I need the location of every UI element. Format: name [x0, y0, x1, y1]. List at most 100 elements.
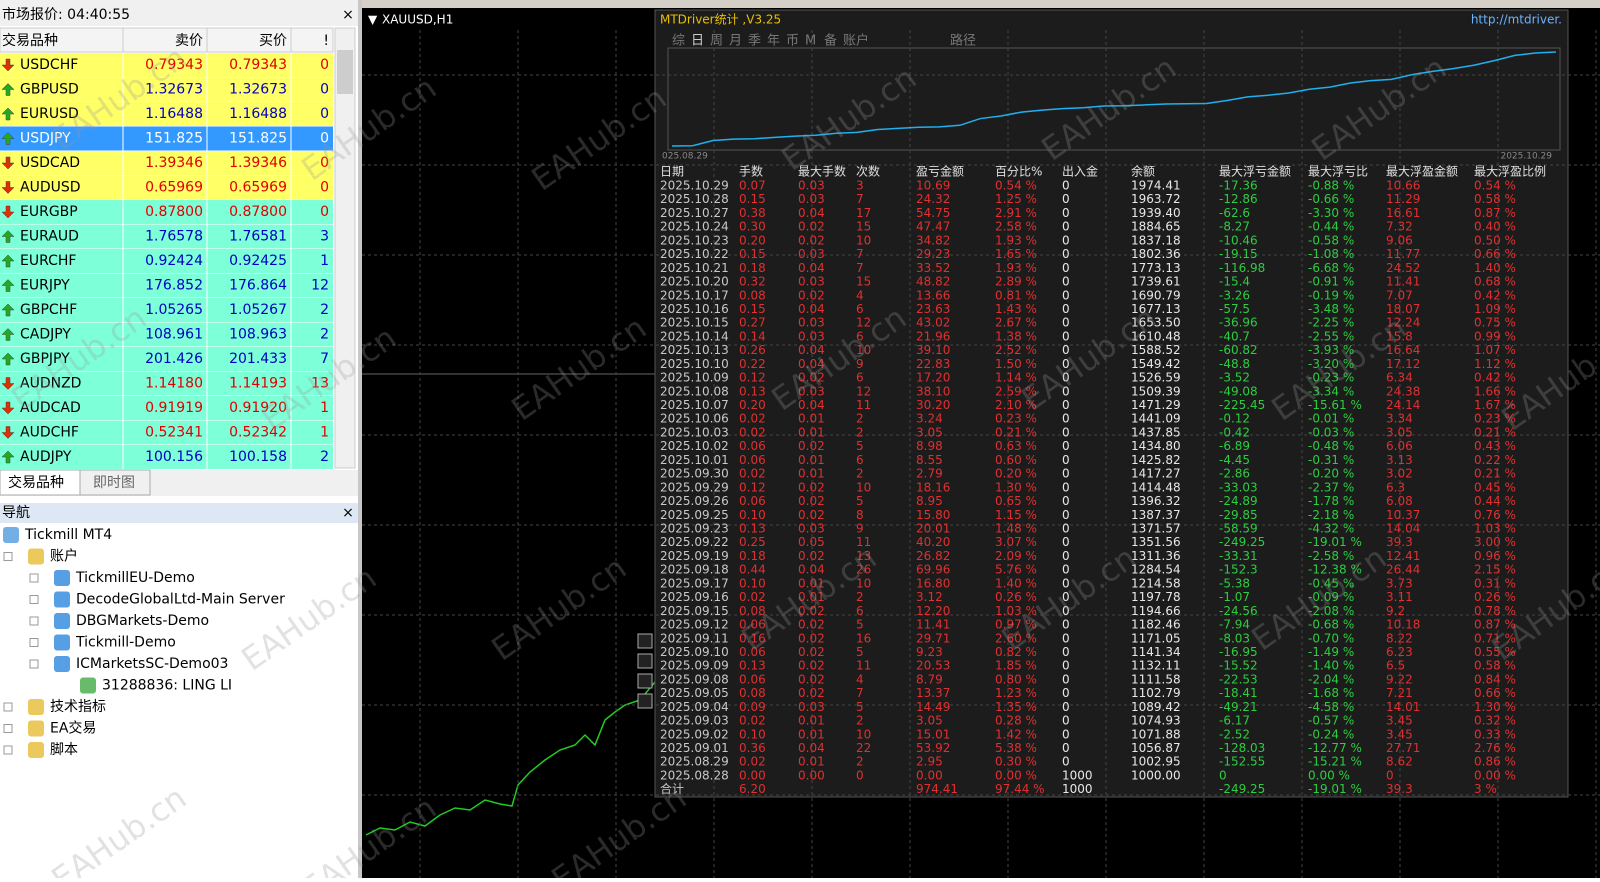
path-tab[interactable]: 路径	[950, 33, 976, 49]
expander[interactable]	[3, 724, 13, 733]
quote-row[interactable]	[0, 273, 333, 298]
quote-row[interactable]	[0, 151, 333, 175]
table-cell: 0.14	[739, 329, 766, 343]
spread: 7	[320, 351, 329, 367]
expander[interactable]	[29, 595, 39, 604]
quote-row[interactable]	[0, 53, 333, 77]
quote-row[interactable]	[0, 175, 333, 200]
table-cell: -225.45	[1219, 398, 1265, 412]
quote-row[interactable]	[0, 224, 333, 249]
table-cell: 0	[1062, 604, 1070, 618]
quote-row[interactable]	[0, 420, 333, 445]
table-cell: 1549.42	[1131, 357, 1181, 371]
panel-tab[interactable]: 综	[672, 34, 685, 49]
table-cell: 0.25	[739, 535, 766, 549]
tree-item[interactable]: EA交易	[50, 720, 96, 737]
quote-row[interactable]	[0, 102, 333, 126]
panel-icon[interactable]	[637, 673, 653, 689]
panel-tab[interactable]: 日	[691, 34, 704, 49]
quote-row[interactable]	[0, 126, 333, 151]
panel-tab[interactable]: 币	[786, 34, 799, 49]
quote-row[interactable]	[0, 347, 333, 371]
quote-row[interactable]	[0, 200, 333, 224]
tree-item[interactable]: Tickmill MT4	[24, 527, 112, 543]
column-header[interactable]: 卖价	[175, 33, 203, 49]
tab-label[interactable]: 即时图	[93, 475, 135, 491]
quote-row[interactable]	[0, 322, 333, 347]
panel-url[interactable]: http://mtdriver.	[1471, 13, 1562, 27]
table-cell: 1.14 %	[995, 371, 1037, 385]
table-cell: -1.68 %	[1308, 686, 1354, 700]
panel-tab[interactable]: 年	[767, 34, 780, 49]
table-cell: 6	[856, 604, 864, 618]
table-cell: 11.41	[916, 618, 950, 632]
panel-tab[interactable]: 周	[710, 34, 723, 49]
tree-item[interactable]: TickmillEU-Demo	[75, 570, 195, 586]
tree-item[interactable]: ICMarketsSC-Demo03	[76, 656, 228, 672]
expander[interactable]	[29, 659, 39, 669]
expander[interactable]	[29, 638, 39, 647]
table-cell: 0.04	[798, 357, 825, 371]
tree-icon	[28, 699, 44, 715]
expander[interactable]	[29, 616, 39, 626]
expander[interactable]	[29, 573, 39, 583]
panel-tab[interactable]: 账户	[843, 33, 869, 49]
table-cell: -0.19 %	[1308, 288, 1354, 302]
column-header[interactable]: !	[323, 33, 329, 49]
column-header[interactable]: 交易品种	[2, 32, 58, 49]
table-cell: -152.3	[1219, 563, 1258, 577]
scroll-thumb[interactable]	[337, 50, 353, 94]
column-header[interactable]: 买价	[259, 33, 287, 49]
tab-label[interactable]: 交易品种	[8, 474, 64, 491]
table-cell: 17	[856, 206, 871, 220]
tree-item[interactable]: 技术指标	[50, 699, 106, 715]
expander[interactable]	[3, 745, 13, 755]
tab[interactable]	[79, 469, 151, 496]
table-cell: 0.06	[739, 439, 766, 453]
table-cell: 0	[1062, 645, 1070, 659]
tree-item[interactable]: DBGMarkets-Demo	[76, 613, 209, 629]
panel-tab[interactable]: M	[805, 34, 816, 49]
tree-item[interactable]: Tickmill-Demo	[75, 635, 176, 651]
quote-row[interactable]	[0, 298, 333, 322]
panel-tab[interactable]: 季	[748, 34, 761, 49]
scrollbar[interactable]	[334, 27, 356, 469]
quote-row[interactable]	[0, 249, 333, 273]
table-cell: 20.53	[916, 659, 950, 673]
table-cell: 1.03 %	[995, 604, 1037, 618]
table-cell: 23.63	[916, 302, 950, 316]
quote-row[interactable]	[0, 371, 333, 396]
table-cell: 48.82	[916, 275, 950, 289]
table-cell: -0.12	[1219, 412, 1250, 426]
table-cell: 2025.08.28	[660, 768, 729, 782]
table-cell: 0.22 %	[1474, 453, 1516, 467]
panel-tab[interactable]: 月	[729, 34, 742, 49]
table-cell: 1351.56	[1131, 535, 1181, 549]
table-cell: -2.04 %	[1308, 672, 1354, 686]
tree-item[interactable]: 脚本	[50, 742, 78, 758]
tree-item[interactable]: 31288836: LING LI	[102, 678, 232, 694]
expander[interactable]	[3, 702, 13, 712]
close-button[interactable]: ×	[342, 505, 354, 521]
table-cell: 0.32 %	[1474, 714, 1516, 728]
table-cell: 24.52	[1386, 261, 1420, 275]
table-cell: 0.30	[739, 220, 766, 234]
quote-row[interactable]	[0, 396, 333, 420]
table-cell: 47.47	[916, 220, 950, 234]
close-button[interactable]: ×	[342, 7, 354, 23]
quote-row[interactable]	[0, 445, 333, 469]
table-cell: 0.03	[798, 700, 825, 714]
tree-item[interactable]: DecodeGlobalLtd-Main Server	[76, 592, 285, 608]
expander[interactable]	[3, 552, 13, 561]
tree-item[interactable]: 账户	[50, 548, 78, 565]
table-cell: 0	[1062, 700, 1070, 714]
panel-icon[interactable]	[637, 653, 653, 669]
symbol: EURAUD	[20, 229, 79, 245]
quote-row[interactable]	[0, 77, 333, 102]
panel-icon[interactable]	[637, 693, 653, 709]
panel-tab[interactable]: 备	[824, 33, 837, 49]
table-cell: 0.26	[739, 343, 766, 357]
panel-icon[interactable]	[637, 633, 653, 649]
spread: 1	[320, 425, 329, 441]
